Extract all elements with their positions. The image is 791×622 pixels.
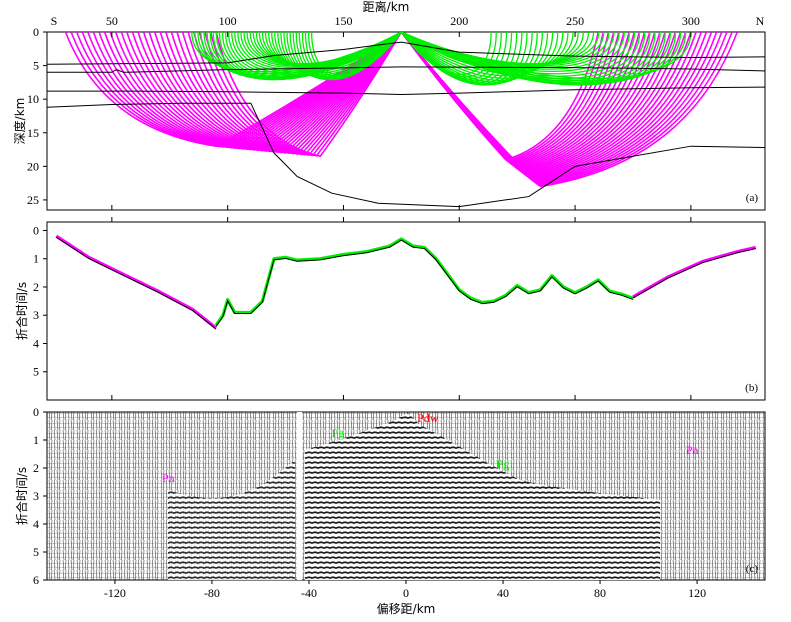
pg-ray-right (400, 32, 538, 85)
phase-annotation-pg: Pg (497, 457, 510, 471)
panel-a-ytick-label: 20 (27, 159, 39, 173)
panel-c-ytick-label: 1 (33, 433, 39, 447)
panel-a-tag: (a) (746, 192, 759, 204)
panel-a-xtick-label: 50 (106, 14, 118, 28)
observed-Pn-picks-1 (55, 234, 218, 330)
panel-c-xtick-label: -40 (301, 586, 317, 600)
panel-c-ytick-label: 6 (33, 573, 39, 587)
panel-a-xtick-label: 300 (682, 14, 700, 28)
panel-b-ytick-label: 0 (33, 223, 39, 237)
pn-ray-left (215, 32, 403, 158)
calculated-Pn-curve-3 (632, 248, 756, 299)
panel-a-ytick-label: 0 (33, 25, 39, 39)
panel-a-ytick-label: 15 (27, 126, 39, 140)
panel-c-waveforms (168, 412, 660, 580)
panel-a-ytick-label: 5 (33, 59, 39, 73)
panel-c-xtick-label: 40 (497, 586, 509, 600)
panel-c-ytick-label: 2 (33, 461, 39, 475)
panel-b-ytick-label: 4 (33, 336, 39, 350)
panel-a-ray-diagram: 50 100 150 200 250 300 0 5 10 15 20 25 距离/km S N 深度… (12, 0, 766, 211)
panel-b-frame (46, 221, 766, 401)
panel-c-xtick-label: -120 (104, 586, 126, 600)
panel-a-ytick-label: 10 (27, 92, 39, 106)
pg-ray-left (191, 32, 402, 73)
panel-b-ytick-label: 5 (33, 365, 39, 379)
pg-ray-right (400, 32, 543, 83)
phase-annotation-pdw: Pdw (417, 411, 439, 425)
pg-ray-left (261, 32, 402, 66)
panel-c-ytick-label: 5 (33, 545, 39, 559)
panel-a-xtick-label: 200 (450, 14, 468, 28)
panel-c-xtick-label: 0 (403, 586, 409, 600)
pg-ray-left (283, 32, 402, 78)
panel-b-ytick-label: 3 (33, 308, 39, 322)
panel-c-ytick-label: 4 (33, 517, 39, 531)
velocity-interface-4 (47, 102, 765, 208)
velocity-interface-1 (47, 66, 765, 73)
pn-ray-right (400, 32, 738, 188)
panel-c-ylabel: 折合时间/s (14, 467, 29, 525)
panel-b-ylabel: 折合时间/s (14, 282, 29, 340)
panel-a-xtick-label: 250 (566, 14, 584, 28)
panel-c-xtick-label: 120 (688, 586, 706, 600)
velocity-interface-3 (47, 86, 765, 95)
pg-ray-right (401, 32, 692, 80)
pg-ray-left (271, 32, 402, 71)
velocity-interface-2 (47, 41, 765, 65)
panel-b-ytick-label: 1 (33, 252, 39, 266)
calculated-Pg-curve-2 (215, 239, 634, 327)
panel-c-xtick-label: 80 (594, 586, 606, 600)
pg-ray-left (267, 32, 402, 69)
panel-a-ytick-label: 25 (27, 193, 39, 207)
panel-c-ytick-label: 3 (33, 489, 39, 503)
panel-a-ylabel: 深度/km (12, 98, 27, 145)
panel-c-ytick-label: 0 (33, 405, 39, 419)
panel-c-record-section: -120 -80 -40 0 40 80 120 0 1 2 3 4 5 6 Pn Pg Pdw Pg Pn 偏移… (14, 405, 766, 616)
direction-north-label: N (756, 14, 765, 28)
panel-c-xtick-label: -80 (204, 586, 220, 600)
pg-ray-right (400, 32, 549, 81)
pg-ray-right (401, 32, 682, 84)
panel-a-xlabel: 距离/km (363, 0, 410, 14)
panel-b-ytick-label: 2 (33, 280, 39, 294)
pg-ray-right (401, 32, 687, 82)
pg-ray-right (400, 32, 554, 79)
pg-ray-right (401, 32, 677, 85)
panel-a-xtick-label: 150 (334, 14, 352, 28)
phase-annotation-pg: Pg (332, 426, 345, 440)
pg-ray-left (310, 32, 402, 76)
panel-a-xtick-label: 100 (219, 14, 237, 28)
calculated-Pn-curve-1 (55, 236, 217, 330)
panel-c-tag: (c) (746, 563, 759, 575)
phase-annotation-pn: Pn (162, 471, 175, 485)
direction-south-label: S (51, 14, 58, 28)
observed-Pn-picks-3 (632, 245, 757, 299)
phase-annotation-pn: Pn (686, 443, 699, 457)
panel-c-xlabel: 偏移距/km (377, 601, 436, 616)
panel-b-tag: (b) (745, 382, 758, 394)
panel-b-traveltime: 0 1 2 3 4 5 折合时间/s (b) (14, 217, 766, 401)
